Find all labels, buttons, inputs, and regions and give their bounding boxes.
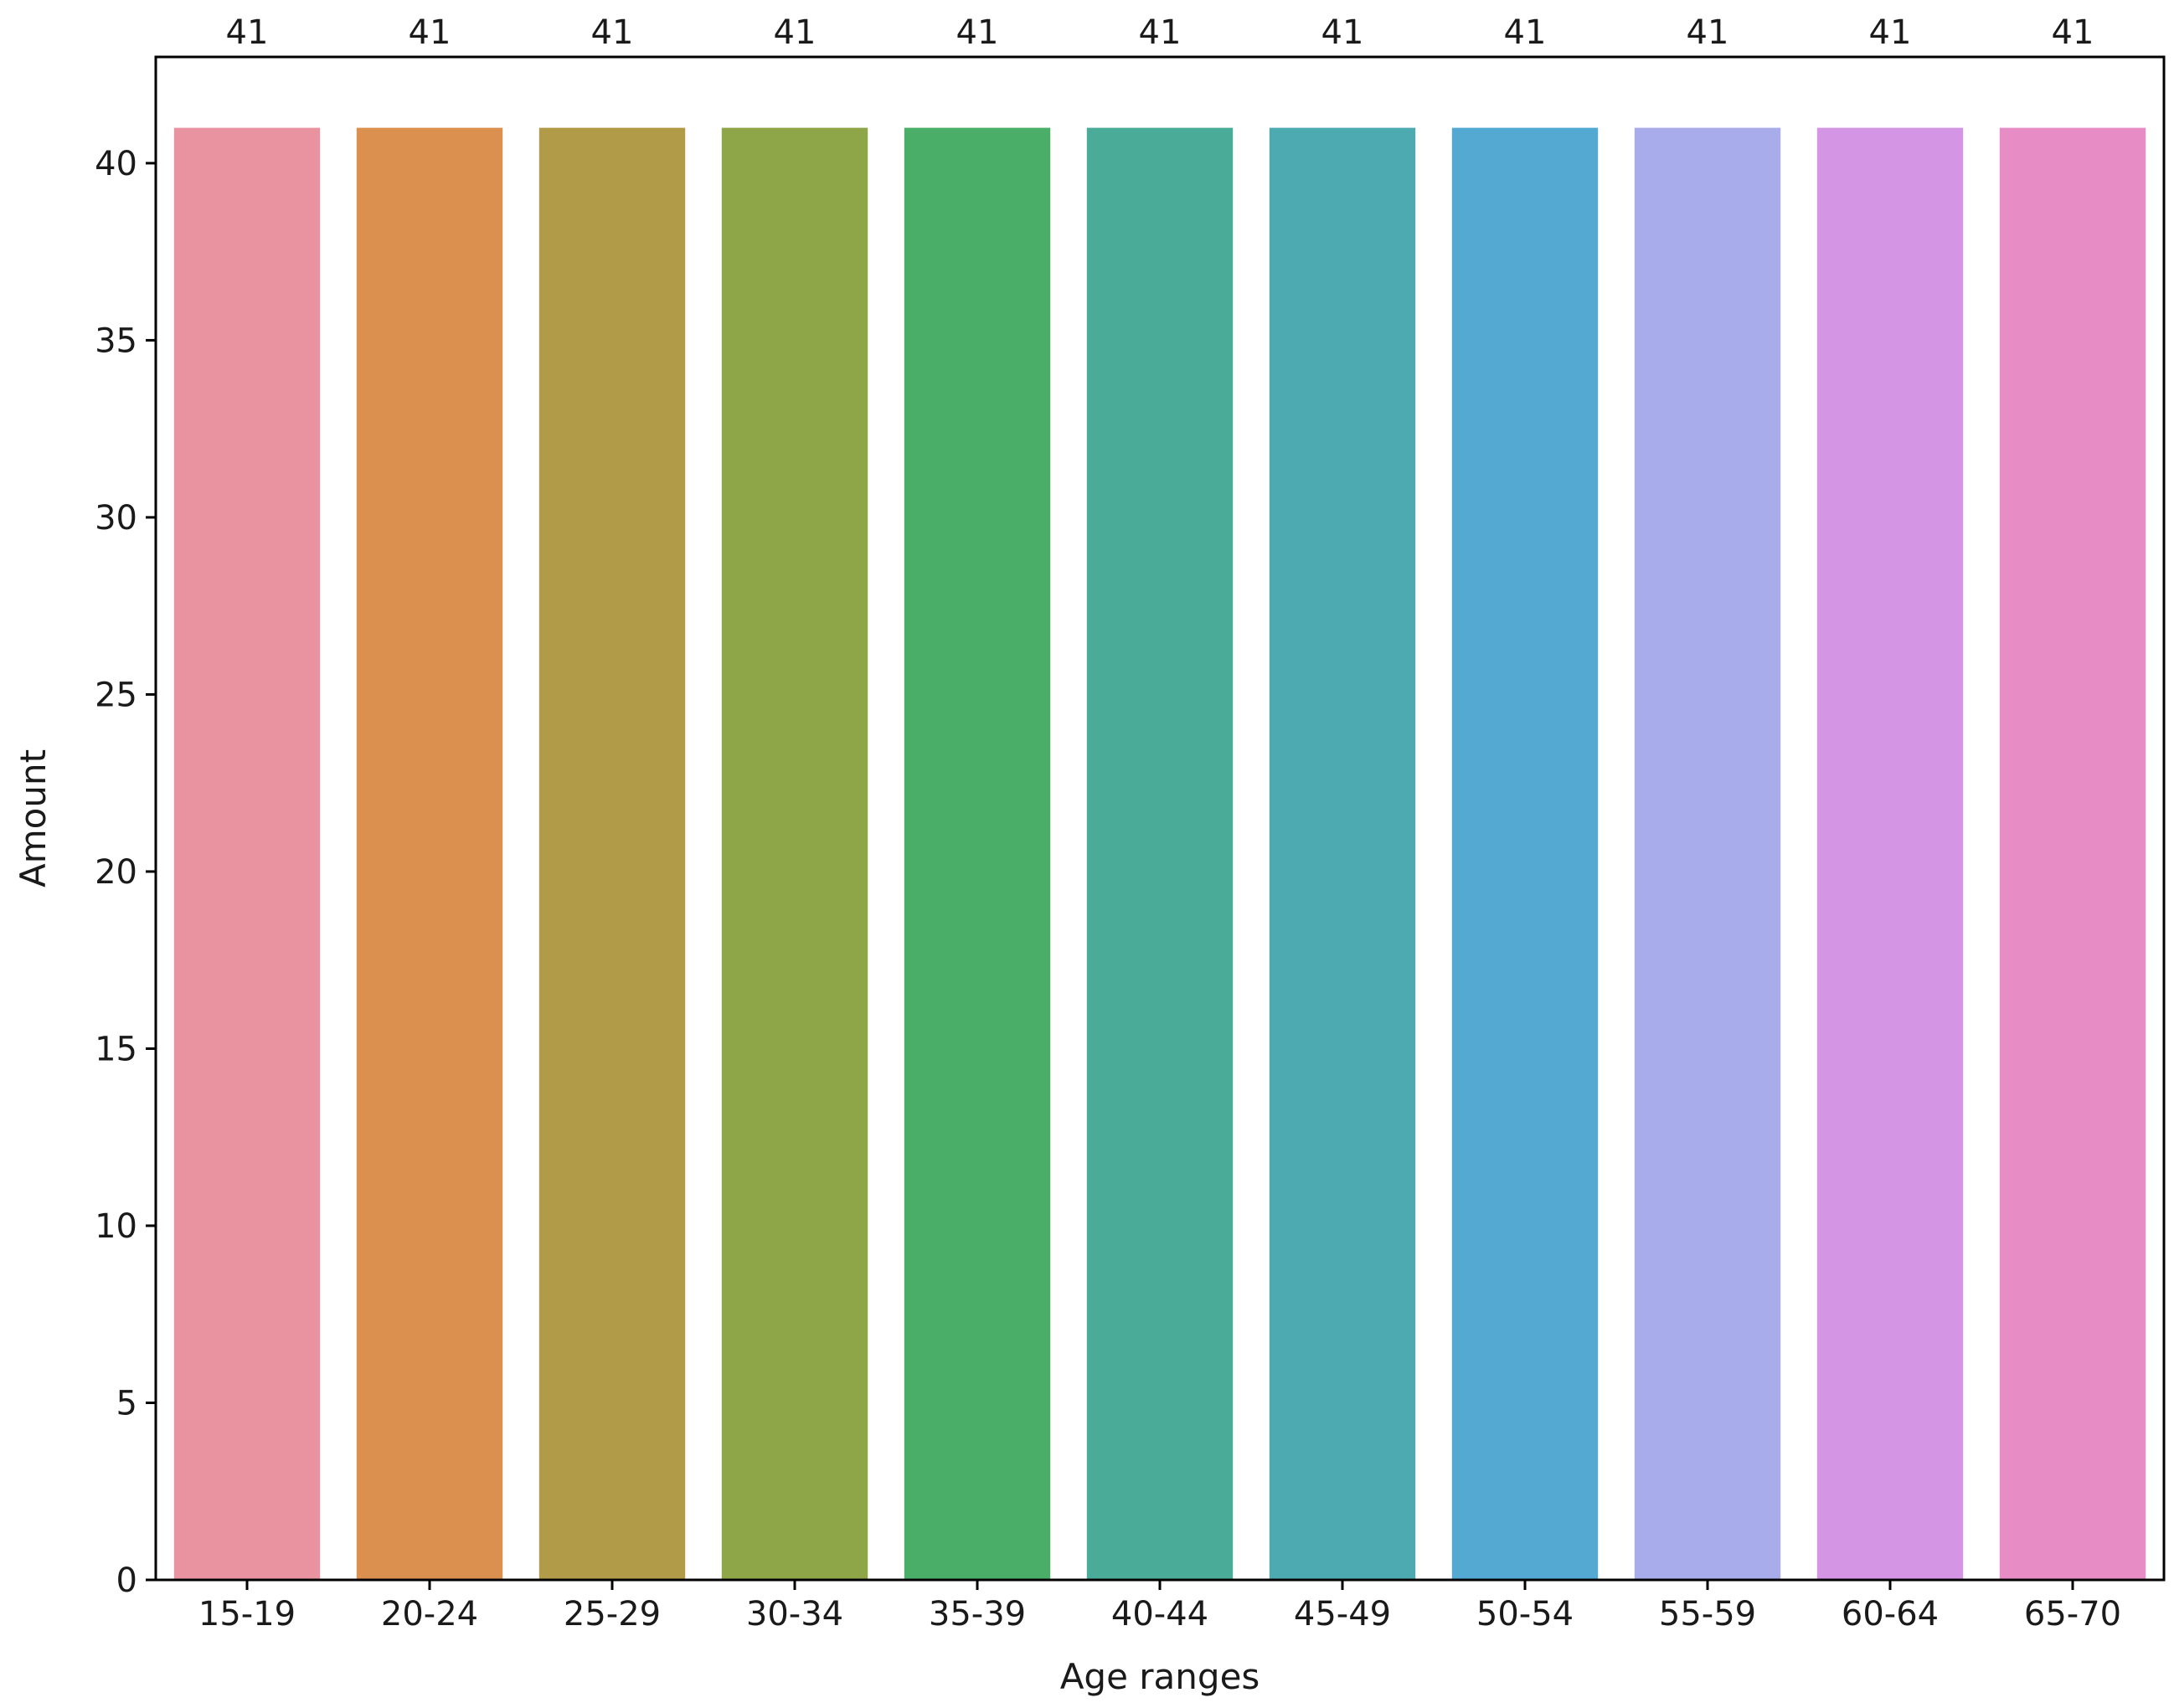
x-tick-label-60-64: 60-64 xyxy=(1842,1595,1939,1633)
bar-60-64 xyxy=(1816,127,1964,1581)
bar-35-39 xyxy=(904,127,1051,1581)
x-tick-label-45-49: 45-49 xyxy=(1294,1595,1391,1633)
bar-40-44 xyxy=(1086,127,1234,1581)
y-tick-label-40: 40 xyxy=(95,145,137,183)
y-tick-label-15: 15 xyxy=(95,1030,137,1068)
x-axis-title: Age ranges xyxy=(1060,1656,1260,1697)
x-tick-label-15-19: 15-19 xyxy=(198,1595,296,1633)
bar-50-54 xyxy=(1451,127,1599,1581)
x-tick-label-65-70: 65-70 xyxy=(2024,1595,2121,1633)
y-tick-label-10: 10 xyxy=(95,1207,137,1246)
plot-frame xyxy=(154,55,2166,1582)
x-tick-label-20-24: 20-24 xyxy=(381,1595,478,1633)
y-tick-label-25: 25 xyxy=(95,676,137,714)
bar-30-34 xyxy=(721,127,868,1581)
y-tick-label-0: 0 xyxy=(116,1561,137,1600)
x-tick-label-55-59: 55-59 xyxy=(1659,1595,1756,1633)
y-tick-label-20: 20 xyxy=(95,853,137,892)
data-label-65-70: 41 xyxy=(2052,13,2094,52)
y-tick-label-5: 5 xyxy=(116,1384,137,1422)
data-label-40-44: 41 xyxy=(1139,13,1182,52)
data-label-55-59: 41 xyxy=(1687,13,1729,52)
x-tick-label-50-54: 50-54 xyxy=(1476,1595,1574,1633)
bar-20-24 xyxy=(356,127,503,1581)
data-label-25-29: 41 xyxy=(591,13,634,52)
y-tick-label-30: 30 xyxy=(95,499,137,538)
x-tick-label-25-29: 25-29 xyxy=(564,1595,661,1633)
data-labels-group: 41 41 41 41 41 41 41 41 41 41 41 xyxy=(226,13,2094,52)
x-axis: 15-19 20-24 25-29 30-34 35-39 40-44 45-49 50-54… xyxy=(198,1580,2121,1633)
bar-15-19 xyxy=(173,127,321,1581)
bar-25-29 xyxy=(538,127,686,1581)
data-label-15-19: 41 xyxy=(226,13,269,52)
data-label-30-34: 41 xyxy=(774,13,817,52)
data-label-45-49: 41 xyxy=(1321,13,1364,52)
y-axis: 0 5 10 15 20 25 30 35 40 xyxy=(95,145,156,1600)
x-tick-label-35-39: 35-39 xyxy=(929,1595,1026,1633)
data-label-20-24: 41 xyxy=(409,13,451,52)
data-label-60-64: 41 xyxy=(1869,13,1912,52)
bar-65-70 xyxy=(1999,127,2146,1581)
bars-group xyxy=(173,127,2146,1581)
bar-55-59 xyxy=(1634,127,1781,1581)
data-label-50-54: 41 xyxy=(1504,13,1547,52)
y-axis-title: Amount xyxy=(13,749,54,887)
x-tick-label-40-44: 40-44 xyxy=(1111,1595,1208,1633)
data-label-35-39: 41 xyxy=(956,13,999,52)
y-tick-label-35: 35 xyxy=(95,322,137,360)
bar-45-49 xyxy=(1269,127,1416,1581)
x-tick-label-30-34: 30-34 xyxy=(746,1595,843,1633)
